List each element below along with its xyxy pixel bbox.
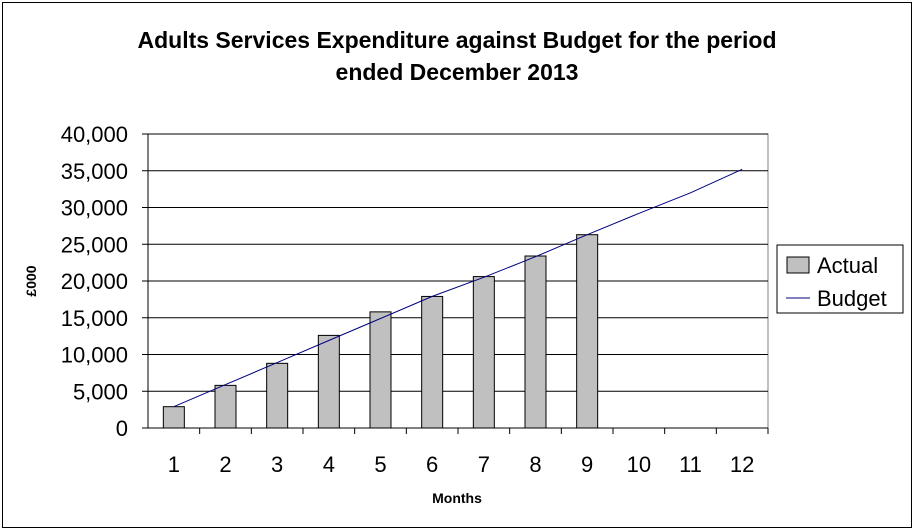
legend-swatch-actual [786, 256, 810, 274]
y-tick-label: 35,000 [61, 159, 128, 184]
y-tick-label: 5,000 [73, 379, 128, 404]
y-tick-label: 30,000 [61, 196, 128, 221]
x-tick-label: 7 [478, 452, 490, 477]
bars-actual [162, 234, 599, 429]
x-tick-label: 12 [730, 452, 754, 477]
x-tick-label: 8 [529, 452, 541, 477]
legend-label-budget: Budget [817, 286, 887, 311]
x-tick-label: 6 [426, 452, 438, 477]
x-tick-label: 4 [323, 452, 335, 477]
line-budget [173, 168, 743, 408]
x-tick-label: 9 [581, 452, 593, 477]
y-tick-label: 15,000 [61, 306, 128, 331]
bar-actual [472, 276, 495, 429]
y-tick-label: 40,000 [61, 122, 128, 147]
x-axis-label: Months [432, 490, 482, 506]
bar-actual [162, 406, 185, 429]
chart-title-line-2: ended December 2013 [336, 59, 579, 85]
y-tick-label: 25,000 [61, 232, 128, 257]
x-tick-label: 3 [271, 452, 283, 477]
gridlines [148, 133, 768, 392]
legend-box [776, 244, 904, 314]
x-axis-ticks: 1 2 3 4 5 6 7 8 9 10 11 12 [168, 428, 769, 477]
bar-actual [317, 334, 340, 429]
x-tick-label: 11 [679, 452, 702, 477]
y-tick-label: 10,000 [61, 343, 128, 368]
bar-actual [576, 234, 599, 429]
bar-actual [421, 295, 444, 429]
budget-line [173, 168, 743, 408]
y-axis-label: £000 [23, 265, 39, 296]
y-tick-label: 20,000 [61, 269, 128, 294]
legend: Actual Budget [776, 244, 904, 314]
chart-title-line-1: Adults Services Expenditure against Budg… [137, 27, 776, 53]
x-tick-label: 5 [374, 452, 386, 477]
bar-actual [214, 384, 237, 429]
bar-actual [369, 311, 392, 429]
y-axis-ticks: 0 5,000 10,000 15,000 20,000 25,000 30,000 35,0… [61, 122, 148, 441]
x-tick-label: 1 [168, 452, 180, 477]
y-tick-label: 0 [116, 416, 128, 441]
bar-actual [524, 255, 547, 429]
bar-actual [266, 362, 289, 429]
x-tick-label: 2 [219, 452, 231, 477]
x-tick-label: 10 [627, 452, 651, 477]
legend-label-actual: Actual [817, 253, 878, 278]
